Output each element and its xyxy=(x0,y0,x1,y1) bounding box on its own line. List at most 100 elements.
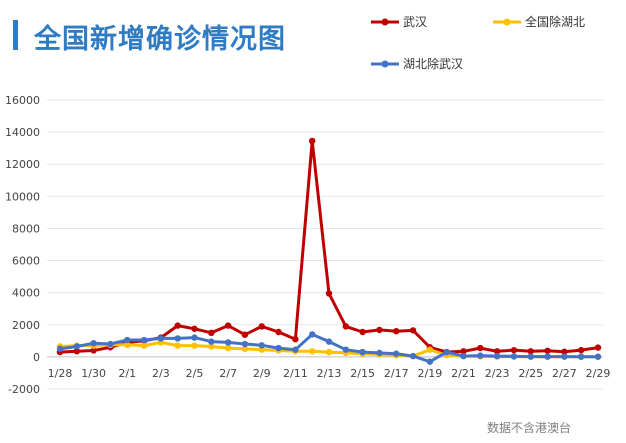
title-accent-bar xyxy=(13,20,18,50)
x-tick-label: 2/15 xyxy=(350,367,375,380)
data-point xyxy=(561,353,568,360)
data-point xyxy=(308,348,316,355)
y-tick-label: 6000 xyxy=(12,255,40,268)
data-point xyxy=(460,348,467,355)
data-point xyxy=(208,343,215,350)
data-point xyxy=(325,348,333,356)
data-point xyxy=(376,349,383,357)
chart-title: 全国新增确诊情况图 xyxy=(34,24,286,55)
data-point xyxy=(443,348,450,356)
data-point xyxy=(544,353,551,360)
x-tick-label: 2/19 xyxy=(418,367,443,380)
y-axis: -2000 0 2000 4000 6000 8000 10000 12000 14000 160… xyxy=(5,94,40,396)
legend-label: 武汉 xyxy=(403,15,427,29)
data-point xyxy=(325,290,333,297)
x-tick-label: 2/9 xyxy=(253,367,271,380)
data-point xyxy=(224,322,232,329)
data-point xyxy=(124,336,131,344)
data-point xyxy=(409,352,417,360)
data-point xyxy=(477,352,484,359)
data-point xyxy=(561,348,568,355)
data-point xyxy=(224,344,232,352)
data-point xyxy=(224,339,232,346)
data-point xyxy=(393,328,400,335)
data-point xyxy=(157,335,165,342)
data-point xyxy=(577,353,585,360)
data-point xyxy=(275,328,282,336)
data-point xyxy=(409,327,417,334)
data-point xyxy=(174,335,181,342)
y-tick-label: 10000 xyxy=(5,190,40,203)
x-tick-label: 2/13 xyxy=(317,367,342,380)
legend-swatch-marker-1 xyxy=(503,18,511,26)
data-point xyxy=(56,345,64,353)
data-point xyxy=(376,326,383,334)
data-point xyxy=(342,346,350,353)
data-point xyxy=(359,348,366,356)
x-tick-label: 2/29 xyxy=(586,367,611,380)
data-point xyxy=(258,323,265,330)
data-point xyxy=(140,342,148,349)
data-point xyxy=(493,352,501,360)
data-point xyxy=(140,336,148,344)
data-point xyxy=(393,350,400,357)
data-point xyxy=(510,353,518,360)
data-point xyxy=(275,344,282,352)
legend-swatch-marker-2 xyxy=(381,60,389,68)
x-tick-label: 2/1 xyxy=(118,367,136,380)
data-point xyxy=(292,336,299,343)
x-tick-label: 2/25 xyxy=(518,367,543,380)
data-point xyxy=(73,348,81,355)
y-tick-label: 16000 xyxy=(5,94,40,107)
data-point xyxy=(527,348,534,355)
legend-swatch-marker-0 xyxy=(381,18,389,26)
data-point xyxy=(359,328,366,336)
data-point xyxy=(241,331,249,338)
x-tick-label: 2/11 xyxy=(283,367,308,380)
legend-label: 湖北除武汉 xyxy=(403,56,463,71)
series-group xyxy=(56,137,602,365)
data-point xyxy=(90,347,97,354)
data-point xyxy=(493,348,501,355)
series-line-0 xyxy=(59,139,599,354)
x-tick-label: 2/5 xyxy=(186,367,204,380)
data-point xyxy=(174,322,181,329)
x-axis: 1/28 1/30 2/1 2/3 2/5 2/7 2/9 2/11 2/13 2/15 2/17 2… xyxy=(48,367,611,380)
data-point xyxy=(460,352,467,360)
y-tick-label: 4000 xyxy=(12,287,40,300)
x-tick-label: 2/17 xyxy=(384,367,409,380)
data-point xyxy=(426,358,434,365)
x-tick-label: 2/3 xyxy=(152,367,170,380)
y-tick-label: 0 xyxy=(33,351,40,364)
y-tick-label: 12000 xyxy=(5,158,40,171)
data-point xyxy=(241,340,249,348)
data-point xyxy=(258,342,265,349)
y-tick-label: -2000 xyxy=(8,383,40,396)
data-point xyxy=(107,340,114,348)
legend-label: 全国除湖北 xyxy=(525,14,585,29)
x-tick-label: 2/21 xyxy=(451,367,476,380)
data-point xyxy=(208,329,215,337)
data-point xyxy=(241,345,249,353)
data-point xyxy=(90,340,97,347)
x-tick-label: 2/23 xyxy=(485,367,510,380)
data-point xyxy=(544,347,551,354)
data-point xyxy=(308,137,316,145)
y-tick-label: 8000 xyxy=(12,222,40,235)
data-point xyxy=(594,344,602,351)
data-point xyxy=(191,342,198,349)
y-tick-label: 2000 xyxy=(12,319,40,332)
x-tick-label: 2/7 xyxy=(219,367,237,380)
source-note: 数据不含港澳台 xyxy=(487,421,572,435)
data-point xyxy=(325,338,333,345)
data-point xyxy=(477,344,484,352)
data-point xyxy=(594,353,602,360)
data-point xyxy=(292,346,299,353)
data-point xyxy=(208,338,215,345)
data-point xyxy=(174,342,181,349)
x-tick-label: 2/27 xyxy=(552,367,577,380)
data-point xyxy=(191,325,198,332)
data-point xyxy=(426,346,434,353)
data-point xyxy=(527,353,534,360)
y-tick-label: 14000 xyxy=(5,126,40,139)
